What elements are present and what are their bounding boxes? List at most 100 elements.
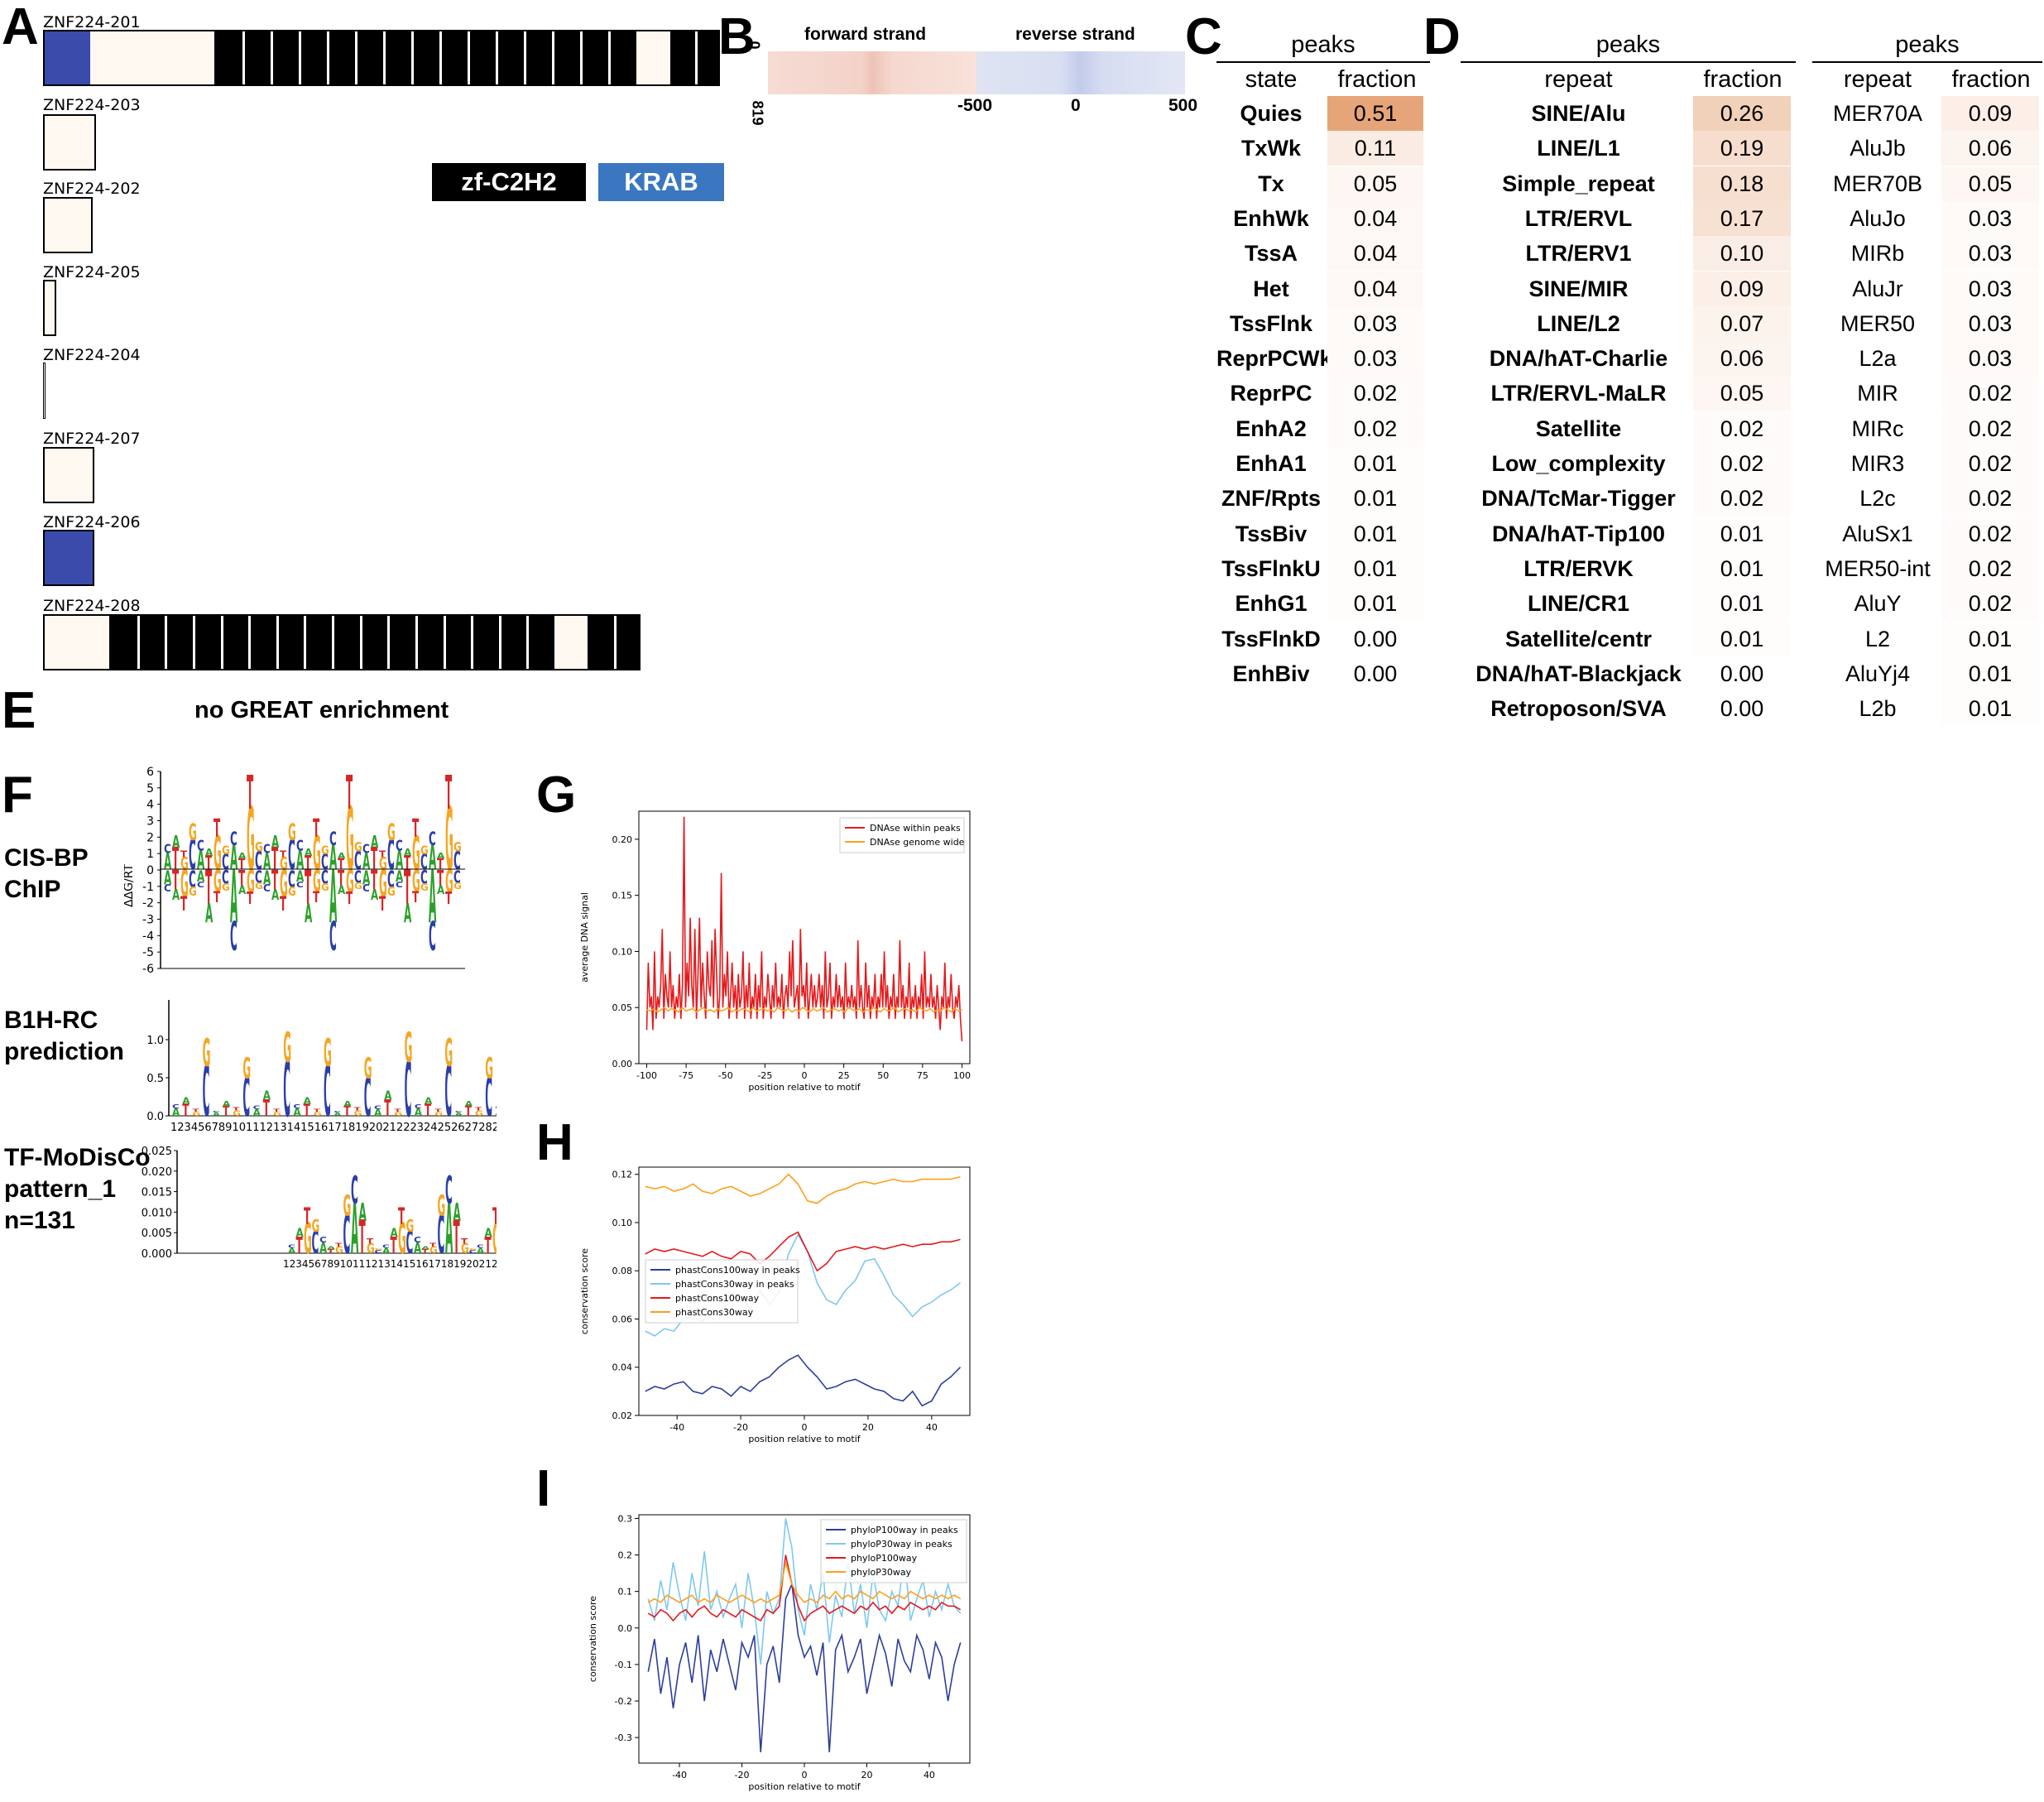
motif-letter: G bbox=[405, 1023, 413, 1072]
motif-letter: A bbox=[329, 855, 337, 941]
motif-letter: G bbox=[273, 1111, 281, 1117]
fraction-cell: 0.01 bbox=[1693, 516, 1791, 551]
motif-letter: T bbox=[359, 1211, 366, 1265]
motif-letter: T bbox=[304, 1099, 311, 1119]
repeat-label: AluSx1 bbox=[1842, 521, 1913, 546]
repeat-label: LTR/ERVL bbox=[1524, 205, 1633, 231]
motif-letter: G bbox=[420, 844, 429, 858]
y-tick-label: 2 bbox=[146, 831, 154, 844]
motif-letter: C bbox=[453, 846, 461, 876]
x-tick-label: 0 bbox=[802, 1770, 808, 1780]
motif-letter: A bbox=[384, 1088, 392, 1103]
motif-letter: A bbox=[477, 1246, 485, 1255]
x-tick-label: -75 bbox=[679, 1070, 693, 1081]
y-tick-label: 1.0 bbox=[146, 1035, 164, 1047]
y-tick-label: -2 bbox=[142, 897, 154, 911]
motif-letter: C bbox=[321, 867, 329, 889]
motif-letter: G bbox=[180, 853, 189, 872]
x-tick-label: -50 bbox=[718, 1070, 733, 1081]
repeat-label: MER50 bbox=[1840, 310, 1916, 336]
zinc-finger-divider bbox=[242, 31, 245, 84]
motif-letter: T bbox=[296, 1233, 303, 1259]
zinc-finger-divider bbox=[165, 616, 168, 669]
motif-letter: A bbox=[425, 1095, 432, 1106]
motif-letter: C bbox=[415, 1103, 422, 1110]
isoform-label: ZNF224-206 bbox=[43, 513, 141, 531]
zinc-finger-divider bbox=[299, 31, 301, 84]
motif-letter: C bbox=[477, 1244, 484, 1249]
motif-letter: A bbox=[164, 867, 172, 889]
motif-letter: C bbox=[329, 915, 337, 960]
motif-letter: T bbox=[335, 1242, 343, 1248]
state-label: ReprPC bbox=[1230, 381, 1312, 406]
x-tick-label: 20 bbox=[862, 1422, 874, 1433]
fraction-cell: 0.02 bbox=[1693, 481, 1791, 517]
motif-letter: A bbox=[437, 884, 445, 897]
motif-letter: C bbox=[445, 1169, 453, 1213]
y-axis-label: ΔΔG/RT bbox=[124, 864, 136, 907]
repeat-label: MER70A bbox=[1832, 101, 1923, 126]
repeat-label: SINE/MIR bbox=[1528, 276, 1629, 301]
motif-letter: C bbox=[288, 830, 295, 879]
motif-letter: T bbox=[172, 840, 179, 877]
motif-letter: C bbox=[312, 1224, 319, 1261]
motif-letter: C bbox=[438, 1205, 445, 1267]
fraction-cell: 0.01 bbox=[1693, 586, 1791, 622]
motif-letter: T bbox=[391, 1233, 397, 1259]
y-tick-label: 0.02 bbox=[612, 1410, 633, 1421]
motif-letter: G bbox=[475, 1108, 483, 1117]
reverse-strand-label: reverse strand bbox=[1015, 25, 1135, 44]
isoform-bar bbox=[43, 530, 94, 586]
motif-letter: G bbox=[288, 885, 296, 900]
motif-letter: C bbox=[189, 830, 196, 879]
motif-letter: A bbox=[359, 1199, 367, 1228]
motif-letter: A bbox=[172, 1106, 180, 1119]
motif-letter: G bbox=[335, 1244, 343, 1256]
motif-letter: A bbox=[455, 1112, 463, 1117]
motif-letter: G bbox=[406, 1217, 415, 1236]
motif-letter: A bbox=[319, 1238, 328, 1257]
state-label: EnhBiv bbox=[1232, 661, 1310, 686]
x-axis-label: position relative to motif bbox=[748, 1082, 861, 1093]
isoform-label: ZNF224-201 bbox=[43, 13, 141, 31]
repeat-label: DNA/hAT-Tip100 bbox=[1491, 521, 1666, 546]
motif-letter: T bbox=[338, 866, 344, 891]
fraction-cell: 0.03 bbox=[1941, 200, 2039, 236]
legend-label: phyloP100way bbox=[851, 1553, 918, 1564]
series-line-phastcons30way bbox=[645, 1173, 961, 1204]
motif-letter: G bbox=[469, 1248, 477, 1251]
motif-letter: G bbox=[180, 863, 189, 906]
repeat-label: MIRb bbox=[1850, 241, 1905, 267]
motif-letter: C bbox=[387, 830, 395, 879]
state-label: TxWk bbox=[1240, 136, 1301, 161]
motif-letter: C bbox=[296, 837, 304, 854]
motif-label: ChIP bbox=[4, 876, 61, 903]
motif-letter: T bbox=[412, 887, 419, 906]
x-tick-label: -500 bbox=[957, 96, 993, 115]
motif-letter: A bbox=[197, 867, 205, 886]
repeat-label: AluJo bbox=[1850, 205, 1906, 231]
motif-letter: G bbox=[394, 1111, 402, 1117]
repeat-label: MER50-int bbox=[1825, 555, 1931, 581]
motif-letter: A bbox=[213, 1112, 221, 1117]
motif-letter: A bbox=[296, 867, 305, 886]
motif-letter: A bbox=[453, 1199, 461, 1228]
series-line-dnase-within-peaks bbox=[645, 816, 963, 1041]
y-tick-label: 0.06 bbox=[612, 1314, 633, 1324]
motif-letter: G bbox=[233, 1108, 241, 1117]
isoform-label: ZNF224-207 bbox=[43, 430, 141, 448]
series-line-phylop30way-in-peaks bbox=[647, 1518, 962, 1665]
motif-letter: A bbox=[382, 1246, 391, 1255]
repeat-label: LTR/ERV1 bbox=[1525, 241, 1632, 267]
motif-letter: G bbox=[346, 790, 354, 890]
isoform-label: ZNF224-208 bbox=[43, 597, 141, 615]
y-tick-label: 0.10 bbox=[612, 1218, 633, 1228]
zinc-finger-divider bbox=[137, 616, 140, 669]
repeat-label: DNA/hAT-Charlie bbox=[1489, 346, 1668, 372]
motif-letter: A bbox=[293, 1106, 301, 1119]
motif-letter: G bbox=[189, 885, 197, 900]
motif-letter: T bbox=[485, 1233, 492, 1259]
isoform-bar bbox=[43, 30, 720, 86]
motif-letter: T bbox=[404, 859, 410, 915]
motif-letter: A bbox=[362, 848, 371, 875]
